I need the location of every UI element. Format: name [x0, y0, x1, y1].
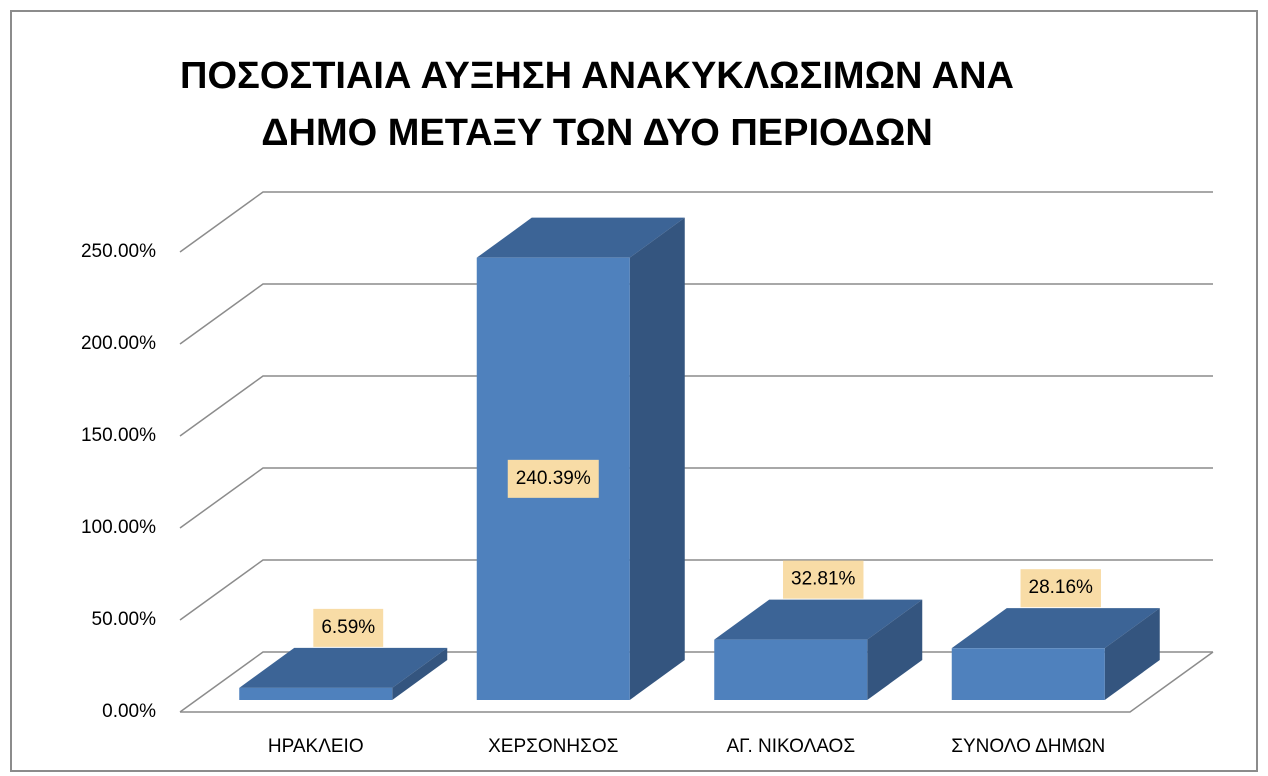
- bar-top: [714, 599, 923, 640]
- x-tick-label: ΑΓ. ΝΙΚΟΛΑΟΣ: [726, 736, 855, 757]
- y-tick-label: 100.00%: [81, 517, 156, 538]
- chart-title: ΔΗΜΟ ΜΕΤΑΞΥ ΤΩΝ ΔΥΟ ΠΕΡΙΟΔΩΝ: [261, 112, 933, 154]
- data-label-box: [507, 459, 599, 498]
- bar-top: [476, 217, 685, 258]
- y-tick-label: 0.00%: [102, 701, 156, 722]
- y-tick-label: 150.00%: [81, 425, 156, 446]
- bar-top: [951, 608, 1160, 649]
- x-tick-label: ΧΕΡΣΟΝΗΣΟΣ: [488, 736, 618, 757]
- floor: [180, 651, 1214, 713]
- grid-line: [179, 467, 1213, 529]
- grid-line: [179, 191, 1213, 253]
- grid-line: [179, 559, 1213, 621]
- bar: [951, 648, 1105, 700]
- y-tick-label: 50.00%: [92, 609, 157, 630]
- y-tick-label: 200.00%: [81, 333, 156, 354]
- data-label: 6.59%: [321, 617, 375, 638]
- bar: [239, 687, 393, 700]
- y-tick-label: 250.00%: [81, 241, 156, 262]
- data-label: 28.16%: [1029, 577, 1094, 598]
- bar-side: [392, 647, 448, 700]
- data-label-box: [783, 560, 864, 599]
- bar: [714, 639, 868, 700]
- bar-side: [629, 217, 685, 700]
- data-label-box: [313, 608, 384, 647]
- grid-line: [179, 283, 1213, 345]
- grid-line: [179, 375, 1213, 437]
- chart-title: ΠΟΣΟΣΤΙΑΙΑ ΑΥΞΗΣΗ ΑΝΑΚΥΚΛΩΣΙΜΩΝ ΑΝΑ: [180, 55, 1014, 97]
- data-label: 32.81%: [791, 569, 856, 590]
- bar-side: [867, 599, 923, 700]
- bar-side: [1104, 608, 1160, 700]
- data-label: 240.39%: [516, 468, 591, 489]
- x-tick-label: ΣΥΝΟΛΟ ΔΗΜΩΝ: [951, 736, 1105, 757]
- bar-top: [239, 647, 448, 688]
- data-label-box: [1020, 569, 1101, 608]
- x-tick-label: ΗΡΑΚΛΕΙΟ: [268, 736, 364, 757]
